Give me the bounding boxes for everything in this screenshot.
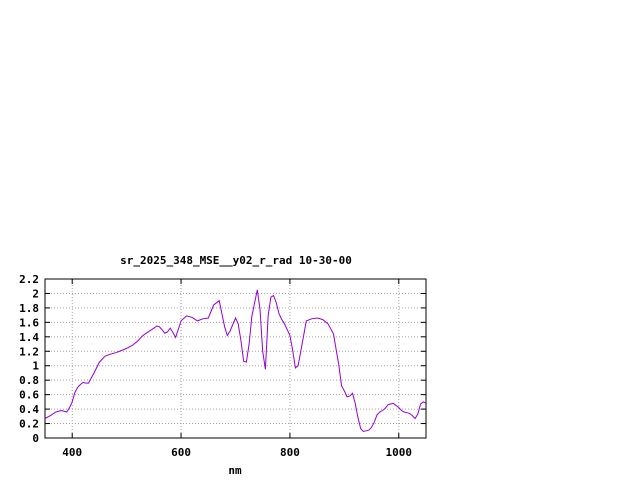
tick-labels: 00.2 0.40.6 0.81 1.21.4 1.61.8 22.2 400 600 800 1… — [19, 273, 412, 459]
y-tick-label: 0 — [32, 432, 39, 445]
plot-frame — [44, 278, 427, 439]
y-tick-label: 1.8 — [19, 302, 39, 315]
series-line — [44, 289, 427, 433]
y-tick-label: 2.2 — [19, 273, 39, 286]
x-tick-label: 600 — [171, 446, 191, 459]
y-tick-label: 0.6 — [19, 389, 39, 402]
x-tick-label: 800 — [280, 446, 300, 459]
y-tick-label: 1.6 — [19, 316, 39, 329]
axes — [44, 278, 427, 439]
chart-title: sr_2025_348_MSE__y02_r_rad 10-30-00 — [120, 254, 352, 267]
y-tick-label: 0.2 — [19, 418, 39, 431]
x-axis-label: nm — [228, 464, 242, 477]
grid-lines — [45, 279, 426, 438]
y-tick-label: 0.4 — [19, 403, 39, 416]
y-tick-label: 1 — [32, 360, 39, 373]
y-tick-label: 1.4 — [19, 331, 39, 344]
y-tick-label: 1.2 — [19, 345, 39, 358]
data-series — [44, 289, 427, 433]
x-tick-label: 1000 — [386, 446, 413, 459]
x-tick-label: 400 — [62, 446, 82, 459]
y-tick-label: 0.8 — [19, 374, 39, 387]
y-tick-label: 2 — [32, 287, 39, 300]
